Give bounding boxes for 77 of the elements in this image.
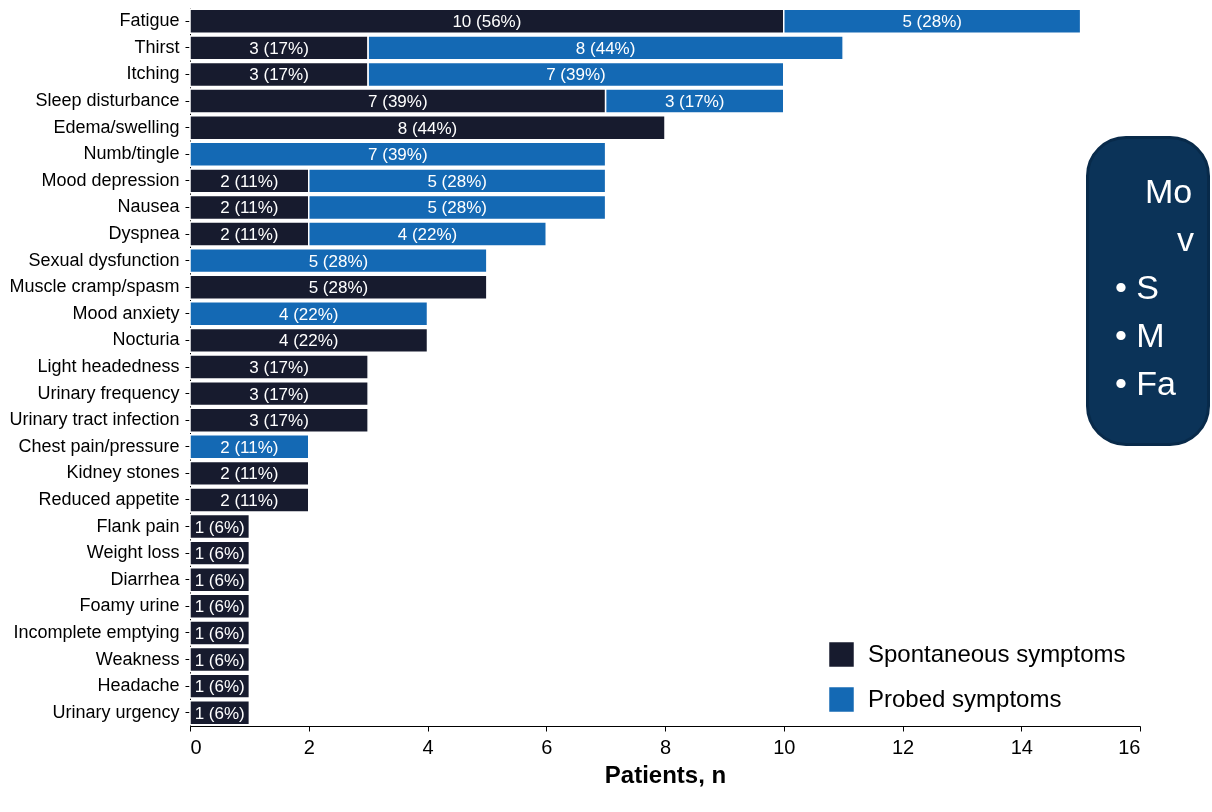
y-tick-label: Kidney stones [66,462,180,483]
y-tick-label: Flank pain [96,515,180,536]
y-tick-label: Numb/tingle [83,143,180,164]
data-label: 2 (11%) [220,464,279,484]
y-tick-label: Dyspnea [108,223,181,244]
y-tick-label: Weight loss [86,542,180,563]
y-tick-label: Nocturia [112,329,181,350]
data-label: 5 (28%) [902,12,962,32]
data-label: 3 (17%) [249,411,309,431]
y-tick-label: Incomplete emptying [13,621,180,642]
data-label: 1 (6%) [194,623,245,643]
y-tick-label: Fatigue [119,10,180,31]
data-label: 4 (22%) [397,225,458,245]
y-tick-label: Sleep disturbance [35,90,180,111]
data-label: 3 (17%) [249,38,309,58]
data-label: 2 (11%) [220,171,279,191]
data-label: 2 (11%) [220,437,279,457]
y-tick-label: Muscle cramp/spasm [9,276,180,297]
data-label: 4 (22%) [278,331,339,351]
x-tick-label: 2 [303,735,315,758]
legend-label: Spontaneous symptoms [868,639,1126,667]
annotation: • Fa [1114,363,1178,404]
y-tick-label: Headache [97,675,180,696]
x-tick-label: 6 [541,735,553,758]
data-label: 1 (6%) [194,544,245,564]
x-tick-label: 12 [891,735,915,758]
x-tick-label: 14 [1010,735,1033,758]
y-tick-label: Chest pain/pressure [18,435,180,456]
data-label: 8 (44%) [575,38,636,58]
data-label: 10 (56%) [452,12,522,32]
y-tick-label: Edema/swelling [53,116,180,137]
x-axis-title: Patients, n [604,760,727,788]
data-label: 1 (6%) [194,650,245,670]
annotation: • M [1114,315,1166,356]
x-tick-label: 0 [190,735,202,758]
x-tick-label: 8 [659,735,672,758]
y-tick-label: Mood depression [41,169,180,190]
y-tick-label: Sexual dysfunction [28,249,180,270]
x-tick-label: 4 [422,735,434,758]
y-tick-label: Urinary urgency [52,701,180,722]
data-label: 5 (28%) [427,198,487,218]
data-label: 4 (22%) [278,304,339,324]
data-label: 3 (17%) [664,92,725,112]
x-tick-label: 10 [773,735,796,758]
y-tick-label: Nausea [117,196,181,217]
data-label: 5 (28%) [427,171,487,191]
data-label: 1 (6%) [194,570,245,590]
data-label: 2 (11%) [220,225,279,245]
y-tick-label: Thirst [134,36,180,57]
data-label: 3 (17%) [249,358,309,377]
data-label: 7 (39%) [546,65,606,85]
y-tick-label: Weakness [95,648,180,669]
y-tick-label: Urinary tract infection [9,409,180,430]
y-tick-label: Light headedness [37,356,180,376]
y-tick-label: Urinary frequency [37,382,180,403]
callout-box: Mo v • S • M • Fa [1086,136,1210,446]
y-tick-label: Diarrhea [110,568,181,589]
data-label: 1 (6%) [194,703,245,723]
data-label: 7 (39%) [368,92,428,112]
x-tick-label: 16 [1118,735,1141,758]
data-label: 2 (11%) [220,198,279,218]
y-tick-label: Reduced appetite [38,488,180,509]
data-label: 5 (28%) [308,251,369,271]
data-label: 3 (17%) [249,384,309,404]
data-label: 1 (6%) [194,597,245,617]
annotation: • S [1114,267,1161,308]
y-tick-label: Mood anxiety [72,302,180,323]
data-label: 8 (44%) [397,118,458,138]
data-label: 1 (6%) [194,677,245,697]
data-label: 1 (6%) [194,517,245,537]
data-label: 3 (17%) [249,65,309,85]
data-label: 5 (28%) [308,278,369,298]
legend-label: Probed symptoms [868,684,1062,712]
y-tick-label: Foamy urine [79,595,180,616]
data-label: 2 (11%) [220,490,279,510]
data-label: 7 (39%) [368,145,428,165]
y-tick-label: Itching [126,63,180,84]
